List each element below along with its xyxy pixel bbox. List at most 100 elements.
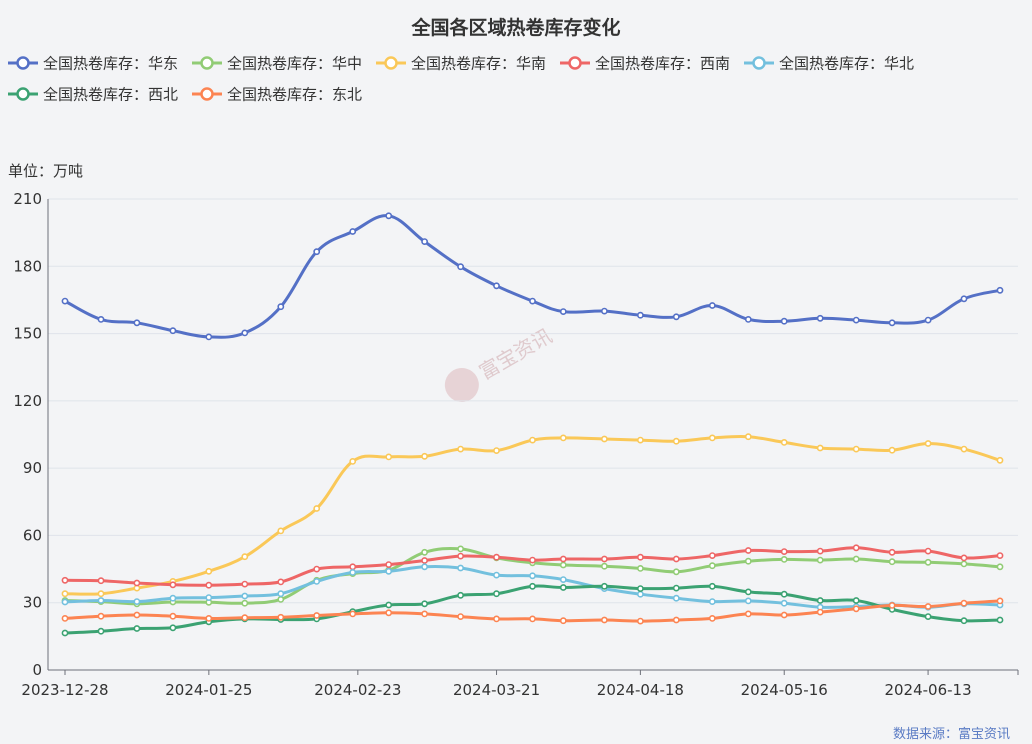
data-point[interactable] [457, 263, 464, 271]
data-point[interactable] [61, 576, 69, 584]
data-point[interactable] [349, 610, 357, 618]
data-point[interactable] [888, 602, 896, 609]
data-point[interactable] [996, 616, 1004, 624]
data-point[interactable] [205, 333, 213, 341]
data-point[interactable] [205, 567, 213, 575]
data-point[interactable] [708, 434, 716, 442]
data-point[interactable] [421, 238, 428, 245]
data-point[interactable] [708, 582, 716, 590]
data-point[interactable] [852, 605, 860, 613]
data-point[interactable] [421, 557, 428, 564]
data-point[interactable] [744, 597, 752, 605]
data-point[interactable] [313, 505, 321, 512]
data-point[interactable] [529, 297, 536, 305]
data-point[interactable] [529, 615, 536, 623]
data-point[interactable] [385, 212, 393, 220]
data-point[interactable] [744, 557, 752, 565]
data-point[interactable] [169, 624, 177, 632]
data-point[interactable] [816, 597, 824, 604]
data-point[interactable] [816, 314, 824, 322]
data-point[interactable] [924, 613, 932, 620]
data-point[interactable] [385, 609, 393, 617]
data-point[interactable] [559, 576, 567, 583]
data-point[interactable] [133, 319, 141, 327]
data-point[interactable] [529, 582, 536, 590]
data-point[interactable] [852, 555, 860, 563]
data-point[interactable] [637, 311, 644, 319]
data-point[interactable] [529, 572, 536, 580]
data-point[interactable] [852, 316, 860, 324]
data-point[interactable] [493, 615, 500, 623]
data-point[interactable] [61, 598, 69, 606]
data-point[interactable] [559, 308, 567, 315]
data-point[interactable] [852, 544, 860, 552]
data-point[interactable] [133, 598, 141, 605]
data-point[interactable] [780, 599, 788, 607]
data-point[interactable] [61, 629, 69, 637]
data-point[interactable] [601, 435, 608, 443]
data-point[interactable] [924, 440, 932, 447]
data-point[interactable] [493, 447, 500, 454]
data-point[interactable] [960, 445, 968, 453]
data-point[interactable] [97, 577, 105, 585]
data-point[interactable] [816, 556, 824, 564]
data-point[interactable] [241, 592, 249, 600]
data-point[interactable] [457, 545, 464, 553]
legend-item[interactable]: 全国热卷库存：华中 [192, 55, 362, 73]
data-point[interactable] [349, 563, 357, 571]
data-point[interactable] [421, 548, 428, 556]
legend-item[interactable]: 全国热卷库存：华南 [376, 55, 546, 73]
data-point[interactable] [421, 452, 428, 460]
data-point[interactable] [708, 615, 716, 622]
data-point[interactable] [97, 597, 105, 604]
data-point[interactable] [637, 553, 644, 561]
data-point[interactable] [97, 590, 105, 598]
data-point[interactable] [708, 302, 716, 309]
data-point[interactable] [708, 562, 716, 570]
data-point[interactable] [61, 590, 69, 598]
data-point[interactable] [996, 563, 1004, 571]
data-point[interactable] [559, 617, 567, 625]
data-point[interactable] [277, 303, 285, 311]
data-point[interactable] [421, 610, 428, 618]
data-point[interactable] [960, 617, 968, 625]
data-point[interactable] [601, 582, 608, 590]
data-point[interactable] [205, 581, 213, 589]
data-point[interactable] [421, 600, 428, 608]
data-point[interactable] [744, 433, 752, 441]
data-point[interactable] [960, 560, 968, 568]
data-point[interactable] [241, 553, 249, 561]
data-point[interactable] [888, 558, 896, 566]
data-point[interactable] [313, 248, 321, 256]
data-point[interactable] [852, 597, 860, 604]
data-point[interactable] [61, 615, 69, 622]
data-point[interactable] [133, 579, 141, 587]
data-point[interactable] [601, 555, 608, 563]
data-point[interactable] [744, 610, 752, 618]
data-point[interactable] [816, 547, 824, 555]
data-point[interactable] [205, 594, 213, 601]
data-point[interactable] [493, 282, 500, 290]
data-point[interactable] [385, 601, 393, 609]
data-point[interactable] [601, 307, 608, 315]
legend-item[interactable]: 全国热卷库存：东北 [192, 86, 362, 104]
data-point[interactable] [313, 578, 321, 585]
data-point[interactable] [888, 446, 896, 454]
data-point[interactable] [385, 453, 393, 461]
data-point[interactable] [97, 612, 105, 620]
data-point[interactable] [457, 564, 464, 572]
data-point[interactable] [421, 563, 428, 571]
legend-item[interactable]: 全国热卷库存：华东 [8, 55, 178, 73]
data-point[interactable] [960, 295, 968, 303]
data-point[interactable] [708, 598, 716, 605]
data-point[interactable] [349, 457, 357, 465]
data-point[interactable] [241, 329, 249, 337]
data-point[interactable] [559, 561, 567, 569]
data-point[interactable] [529, 436, 536, 444]
data-point[interactable] [996, 597, 1004, 605]
data-point[interactable] [924, 558, 932, 566]
legend-item[interactable]: 全国热卷库存：华北 [744, 55, 914, 73]
data-point[interactable] [637, 565, 644, 572]
data-point[interactable] [960, 554, 968, 562]
data-point[interactable] [601, 562, 608, 570]
